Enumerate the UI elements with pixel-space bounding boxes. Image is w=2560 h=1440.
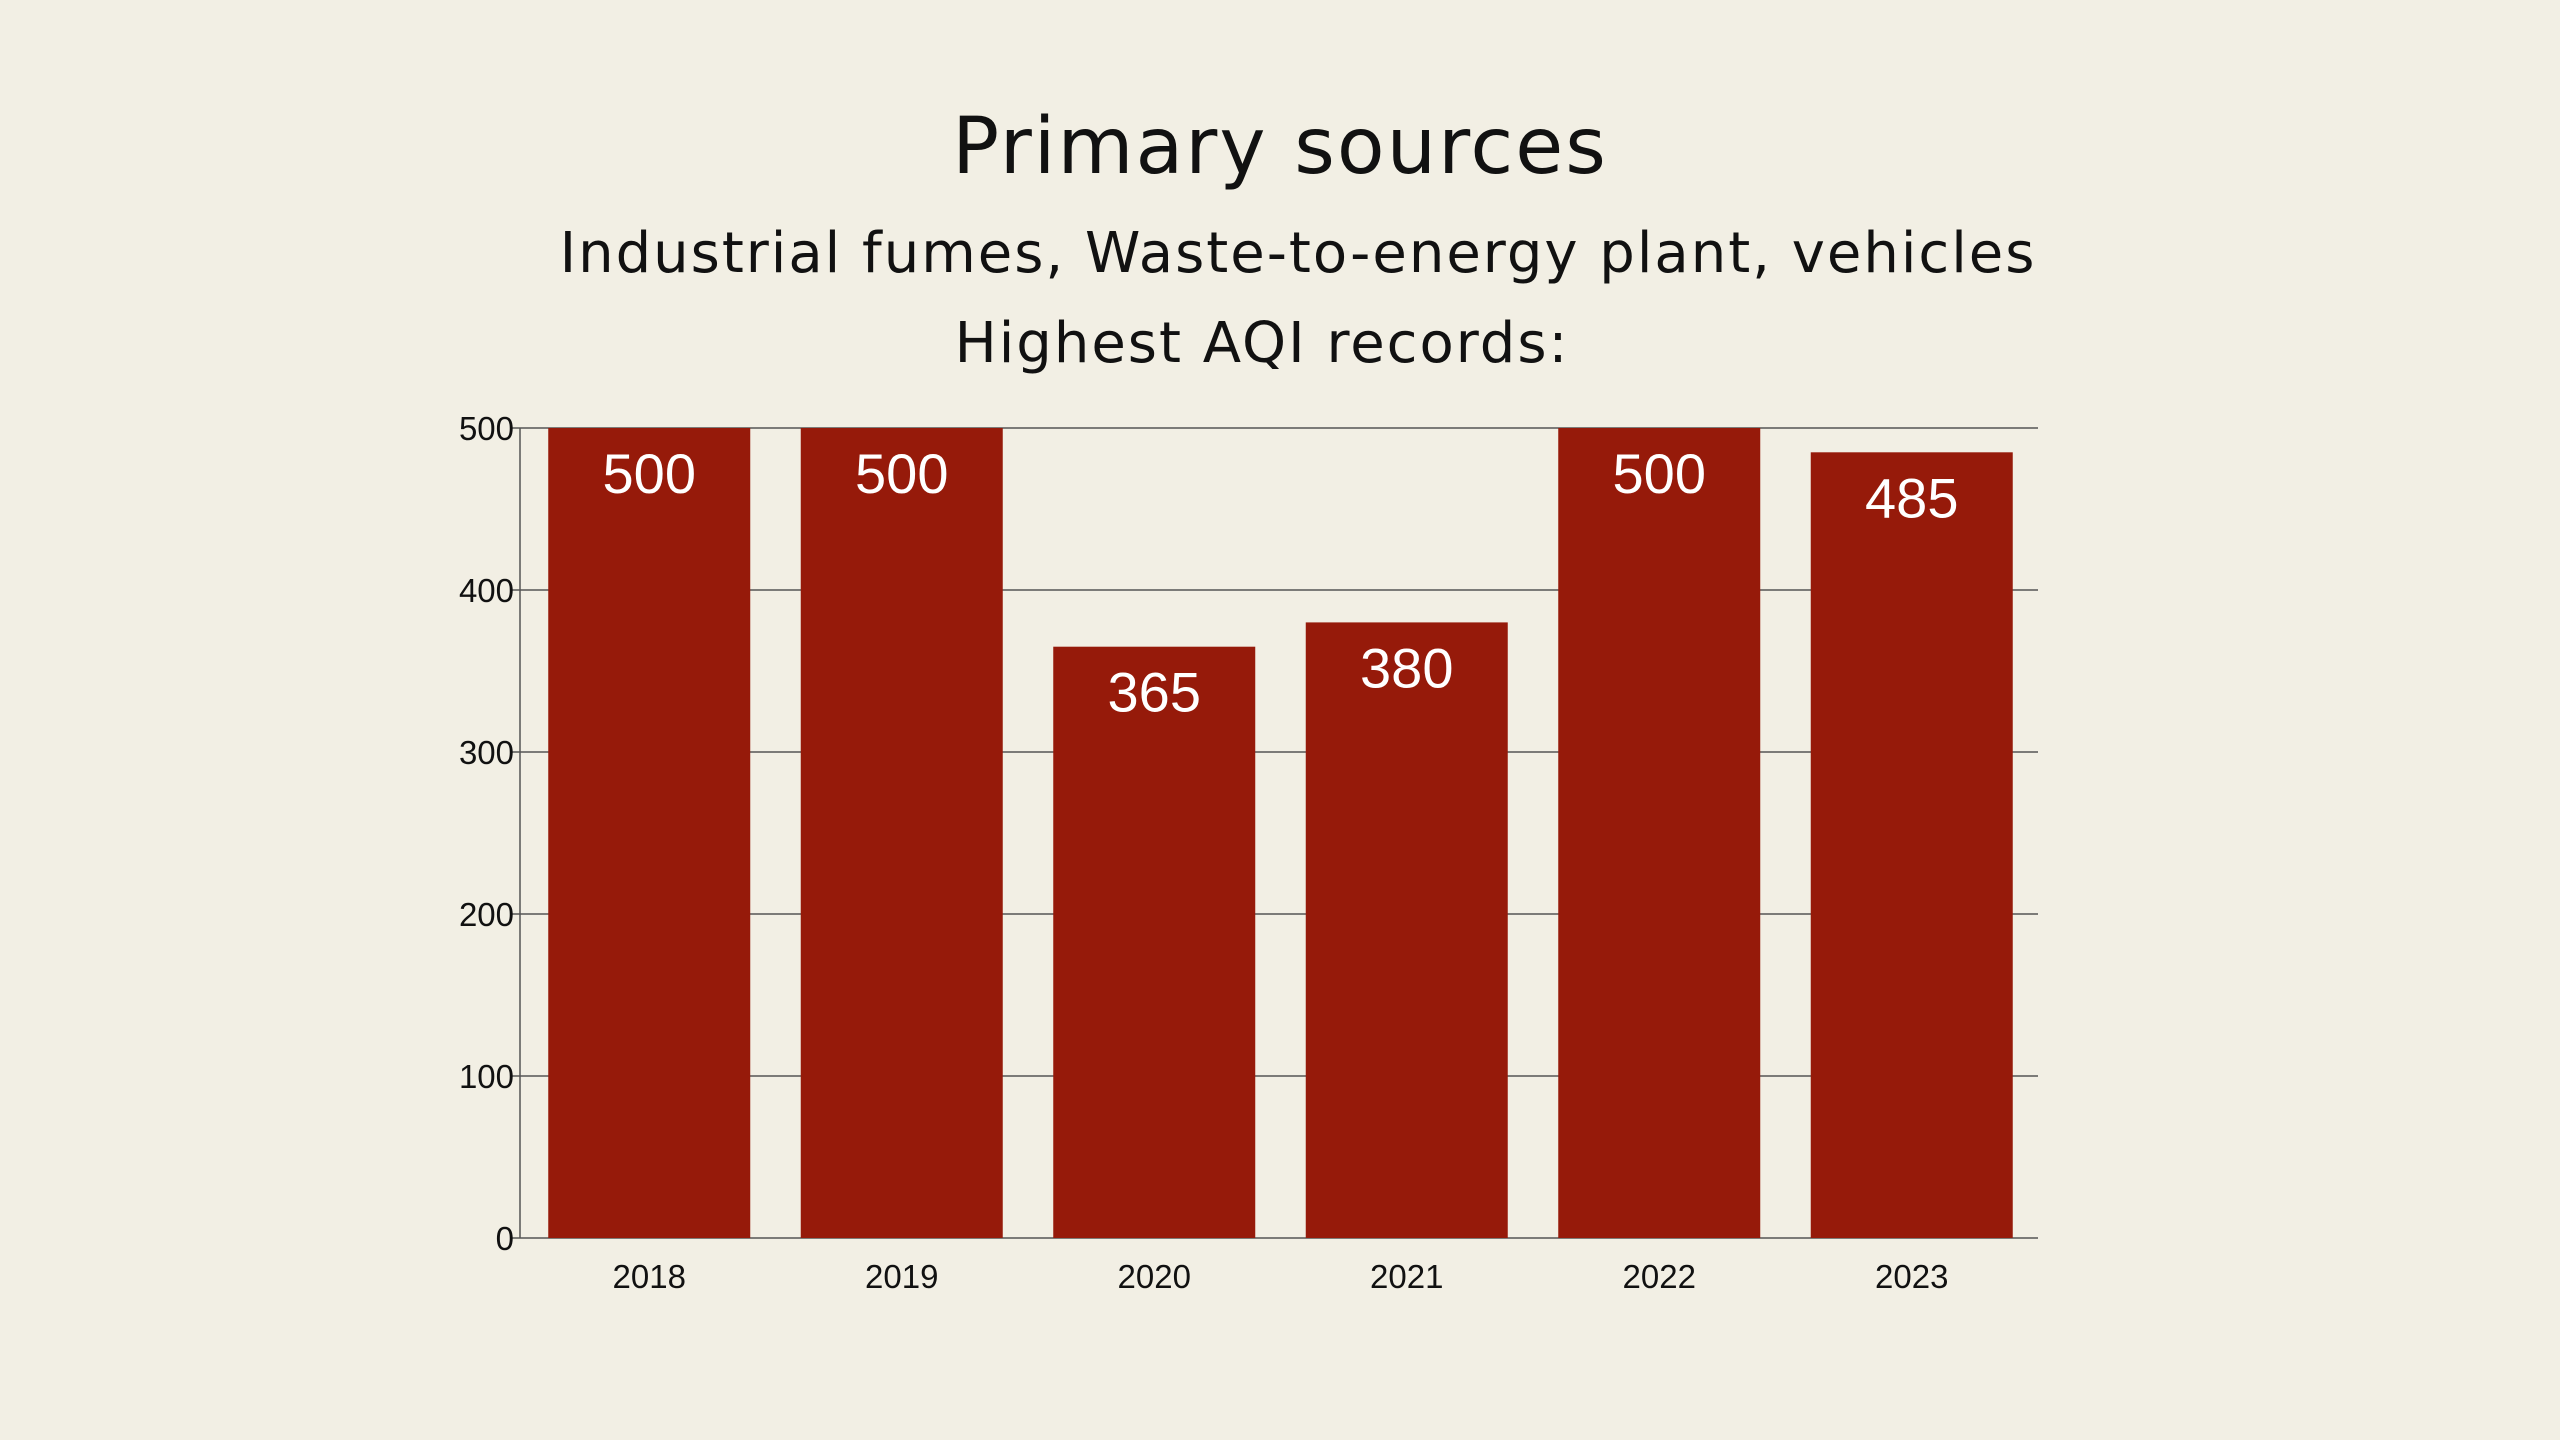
bar-2020 — [1053, 646, 1256, 1238]
y-axis-tick-labels: 0 100 200 300 400 500 — [459, 410, 514, 1257]
y-tick-label-0: 0 — [496, 1220, 514, 1257]
x-tick-label-2021: 2021 — [1370, 1258, 1443, 1295]
data-label-2023: 485 — [1865, 466, 1958, 529]
bar-2022 — [1558, 428, 1761, 1238]
data-label-2019: 500 — [855, 442, 948, 505]
x-tick-label-2018: 2018 — [613, 1258, 686, 1295]
data-label-2022: 500 — [1613, 442, 1706, 505]
gridlines — [520, 427, 2038, 1239]
x-tick-label-2020: 2020 — [1118, 1258, 1191, 1295]
data-label-2018: 500 — [603, 442, 696, 505]
data-label-2021: 380 — [1360, 636, 1453, 699]
bars — [548, 428, 2013, 1238]
data-label-2020: 365 — [1108, 661, 1201, 724]
chart-title: Primary sources — [952, 102, 1608, 192]
y-tick-label-400: 400 — [459, 572, 514, 609]
data-labels: 500 500 365 380 500 485 — [603, 442, 1959, 724]
y-tick-label-200: 200 — [459, 896, 514, 933]
x-tick-label-2023: 2023 — [1875, 1258, 1948, 1295]
x-tick-label-2022: 2022 — [1623, 1258, 1696, 1295]
bar-2021 — [1305, 622, 1508, 1238]
x-axis-tick-labels: 2018 2019 2020 2021 2022 2023 — [613, 1258, 1949, 1295]
y-tick-label-300: 300 — [459, 734, 514, 771]
chart-subtitle-records: Highest AQI records: — [954, 311, 1570, 376]
y-tick-label-100: 100 — [459, 1058, 514, 1095]
bar-2019 — [800, 428, 1003, 1238]
y-tick-label-500: 500 — [459, 410, 514, 447]
bar-2018 — [548, 428, 751, 1238]
bar-2023 — [1810, 452, 2013, 1238]
x-tick-label-2019: 2019 — [865, 1258, 938, 1295]
axes — [510, 427, 521, 1239]
chart-subtitle-sources: Industrial fumes, Waste-to-energy plant,… — [559, 221, 2037, 286]
